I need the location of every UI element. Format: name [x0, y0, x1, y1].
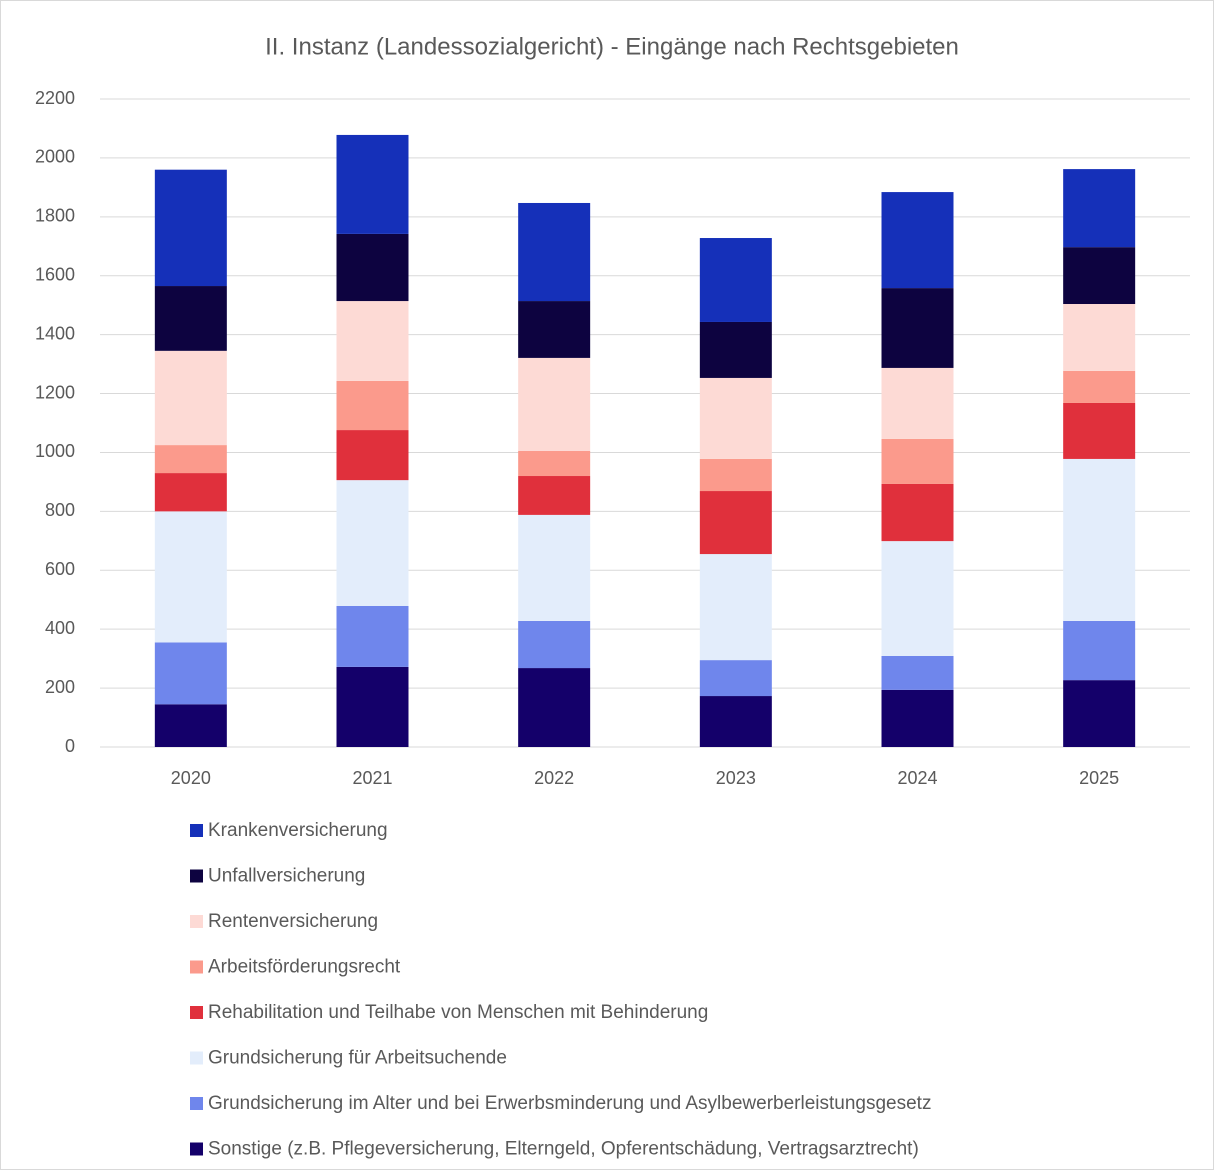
legend-label: Grundsicherung im Alter und bei Erwerbsm…: [208, 1093, 931, 1114]
bar-segment: [336, 233, 409, 302]
bar-segment: [1063, 247, 1136, 305]
legend-label: Arbeitsförderungsrecht: [208, 957, 401, 978]
legend-swatch: [190, 1097, 203, 1110]
y-tick-label: 1800: [35, 206, 75, 226]
bar-segment: [1063, 402, 1136, 459]
bar-segment: [154, 286, 227, 351]
legend-label: Sonstige (z.B. Pflegeversicherung, Elter…: [208, 1139, 919, 1160]
y-tick-label: 1200: [35, 382, 75, 402]
y-tick-label: 600: [45, 559, 75, 579]
y-tick-label: 1600: [35, 264, 75, 284]
bar-segment: [881, 288, 954, 368]
bar-segment: [1063, 458, 1136, 621]
bar-segment: [881, 541, 954, 656]
bar-segment: [699, 696, 772, 747]
bar-segment: [154, 704, 227, 747]
legend-label: Rentenversicherung: [208, 911, 378, 932]
bar-segment: [1063, 620, 1136, 681]
bar-segment: [881, 655, 954, 690]
legend-swatch: [190, 1006, 203, 1019]
bar-segment: [881, 483, 954, 542]
y-tick-label: 400: [45, 618, 75, 638]
y-tick-label: 1400: [35, 323, 75, 343]
bar-segment: [699, 377, 772, 459]
bar-segment: [518, 202, 591, 302]
bar-segment: [699, 458, 772, 492]
bar-segment: [154, 473, 227, 512]
legend-label: Unfallversicherung: [208, 866, 365, 887]
bar-segment: [154, 511, 227, 643]
y-tick-label: 800: [45, 500, 75, 520]
legend-swatch: [190, 915, 203, 928]
x-tick-label: 2022: [534, 768, 574, 788]
x-tick-label: 2024: [897, 768, 937, 788]
legend-swatch: [190, 960, 203, 974]
bar-segment: [699, 238, 772, 322]
legend-label: Krankenversicherung: [208, 820, 388, 841]
legend-swatch: [190, 1051, 203, 1065]
bar-segment: [336, 605, 409, 667]
bar-segment: [881, 438, 954, 484]
bar-segment: [154, 169, 227, 287]
x-tick-label: 2025: [1079, 768, 1119, 788]
legend-label: Rehabilitation und Teilhabe von Menschen…: [208, 1002, 708, 1023]
bar-segment: [336, 430, 409, 481]
bar-segment: [336, 134, 409, 234]
y-tick-label: 2000: [35, 147, 75, 167]
bar-segment: [1063, 304, 1136, 371]
bar-segment: [518, 668, 591, 747]
x-tick-label: 2020: [171, 768, 211, 788]
y-tick-label: 1000: [35, 441, 75, 461]
bar-segment: [154, 350, 227, 446]
bar-segment: [881, 689, 954, 747]
chart-title: II. Instanz (Landessozialgericht) - Eing…: [265, 33, 959, 60]
bar-segment: [518, 301, 591, 358]
bar-segment: [154, 642, 227, 705]
bar-segment: [336, 301, 409, 381]
bar-segment: [518, 514, 591, 621]
legend-swatch: [190, 869, 203, 883]
y-tick-label: 2200: [35, 88, 75, 108]
bar-segment: [699, 491, 772, 555]
bar-segment: [699, 660, 772, 697]
legend-label: Grundsicherung für Arbeitsuchende: [208, 1048, 507, 1069]
x-tick-label: 2021: [352, 768, 392, 788]
bar-segment: [699, 554, 772, 661]
y-tick-label: 200: [45, 677, 75, 697]
bar-segment: [1063, 370, 1136, 403]
x-tick-label: 2023: [716, 768, 756, 788]
bar-segment: [336, 480, 409, 606]
bar-segment: [336, 380, 409, 431]
bar-segment: [699, 321, 772, 378]
bar-segment: [881, 192, 954, 289]
bar-segment: [518, 476, 591, 515]
bar-segment: [518, 450, 591, 477]
bar-segment: [336, 666, 409, 747]
legend-swatch: [190, 1142, 203, 1156]
y-tick-label: 0: [65, 736, 75, 756]
bar-segment: [518, 357, 591, 451]
legend-swatch: [190, 824, 203, 837]
bar-segment: [154, 445, 227, 474]
bar-segment: [1063, 169, 1136, 248]
bar-segment: [881, 367, 954, 439]
bar-segment: [518, 620, 591, 669]
bar-segment: [1063, 680, 1136, 747]
